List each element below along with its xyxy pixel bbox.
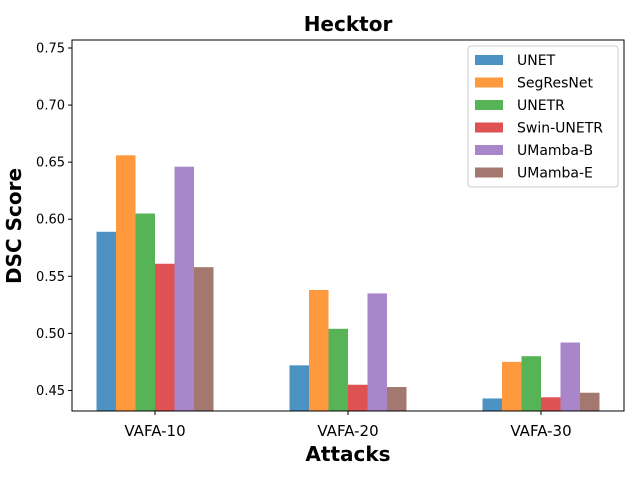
legend: UNET SegResNet UNETR Swin-UNETR UMamba-B UMam… bbox=[467, 45, 619, 188]
legend-swatch bbox=[475, 77, 503, 88]
legend-swatch bbox=[475, 100, 503, 110]
x-axis-title: Attacks bbox=[305, 442, 390, 466]
legend-label: Swin-UNETR bbox=[517, 121, 603, 137]
bar-swin-unetr-vafa-30 bbox=[541, 397, 561, 411]
bar-unetr-vafa-10 bbox=[135, 213, 155, 411]
bars-group bbox=[96, 155, 600, 411]
y-tick-label: 0.60 bbox=[36, 213, 65, 228]
y-tick-label: 0.45 bbox=[36, 384, 65, 399]
y-tick-label: 0.70 bbox=[36, 99, 65, 114]
bar-segresnet-vafa-30 bbox=[502, 361, 522, 411]
x-tick-label: VAFA-10 bbox=[124, 422, 185, 440]
x-axis-ticks: VAFA-10 VAFA-20 VAFA-30 bbox=[124, 411, 572, 440]
legend-label: UMamba-E bbox=[517, 166, 593, 182]
y-axis-title: DSC Score bbox=[2, 168, 26, 284]
bar-umamba-e-vafa-10 bbox=[194, 267, 214, 411]
bar-unet-vafa-10 bbox=[96, 231, 116, 411]
legend-swatch bbox=[475, 145, 503, 155]
bar-umamba-b-vafa-10 bbox=[174, 166, 194, 411]
legend-label: UMamba-B bbox=[517, 143, 593, 159]
bar-unetr-vafa-30 bbox=[521, 356, 541, 411]
bar-segresnet-vafa-10 bbox=[116, 155, 136, 411]
legend-swatch bbox=[475, 122, 503, 133]
x-tick-label: VAFA-30 bbox=[510, 422, 571, 440]
legend-swatch bbox=[475, 167, 503, 178]
bar-umamba-b-vafa-30 bbox=[560, 342, 580, 411]
y-tick-label: 0.50 bbox=[36, 327, 65, 342]
bar-unet-vafa-20 bbox=[289, 365, 309, 411]
y-tick-label: 0.65 bbox=[36, 156, 65, 171]
bar-unet-vafa-30 bbox=[482, 398, 502, 411]
y-tick-label: 0.75 bbox=[36, 41, 65, 56]
y-axis-ticks: 0.45 0.50 0.55 0.60 0.65 0.70 0.75 bbox=[36, 41, 72, 399]
y-tick-label: 0.55 bbox=[36, 270, 65, 285]
bar-segresnet-vafa-20 bbox=[309, 289, 329, 411]
legend-label: UNETR bbox=[517, 98, 565, 114]
legend-label: SegResNet bbox=[517, 76, 593, 92]
bar-unetr-vafa-20 bbox=[328, 328, 348, 411]
bar-umamba-e-vafa-30 bbox=[580, 392, 600, 411]
bar-umamba-e-vafa-20 bbox=[387, 387, 407, 411]
chart-title: Hecktor bbox=[304, 12, 393, 36]
x-tick-label: VAFA-20 bbox=[317, 422, 378, 440]
bar-swin-unetr-vafa-20 bbox=[348, 384, 368, 411]
legend-box bbox=[467, 45, 619, 188]
bar-swin-unetr-vafa-10 bbox=[155, 263, 175, 411]
legend-label: UNET bbox=[517, 53, 556, 69]
legend-swatch bbox=[475, 55, 503, 65]
bar-umamba-b-vafa-20 bbox=[367, 293, 387, 411]
